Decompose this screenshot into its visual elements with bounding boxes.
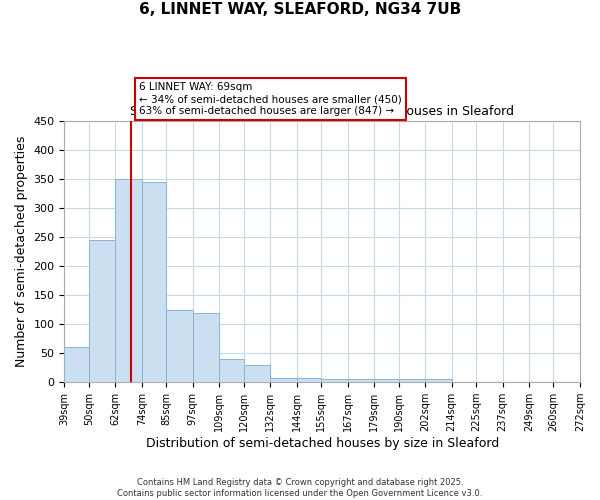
Title: Size of property relative to semi-detached houses in Sleaford: Size of property relative to semi-detach…	[130, 106, 514, 118]
Bar	[297, 378, 321, 382]
Bar	[244, 365, 270, 382]
Text: 6, LINNET WAY, SLEAFORD, NG34 7UB: 6, LINNET WAY, SLEAFORD, NG34 7UB	[139, 2, 461, 18]
Bar	[89, 240, 115, 382]
Bar	[321, 378, 347, 382]
Text: Contains HM Land Registry data © Crown copyright and database right 2025.
Contai: Contains HM Land Registry data © Crown c…	[118, 478, 482, 498]
Bar	[425, 380, 452, 382]
Bar	[166, 310, 193, 382]
Bar	[115, 179, 142, 382]
Bar	[193, 312, 220, 382]
Bar	[270, 378, 297, 382]
X-axis label: Distribution of semi-detached houses by size in Sleaford: Distribution of semi-detached houses by …	[146, 437, 499, 450]
Bar	[220, 359, 244, 382]
Bar	[398, 378, 425, 382]
Bar	[374, 380, 398, 382]
Bar	[347, 378, 374, 382]
Bar	[64, 348, 89, 382]
Y-axis label: Number of semi-detached properties: Number of semi-detached properties	[15, 136, 28, 367]
Bar	[142, 182, 166, 382]
Text: 6 LINNET WAY: 69sqm
← 34% of semi-detached houses are smaller (450)
63% of semi-: 6 LINNET WAY: 69sqm ← 34% of semi-detach…	[139, 82, 402, 116]
